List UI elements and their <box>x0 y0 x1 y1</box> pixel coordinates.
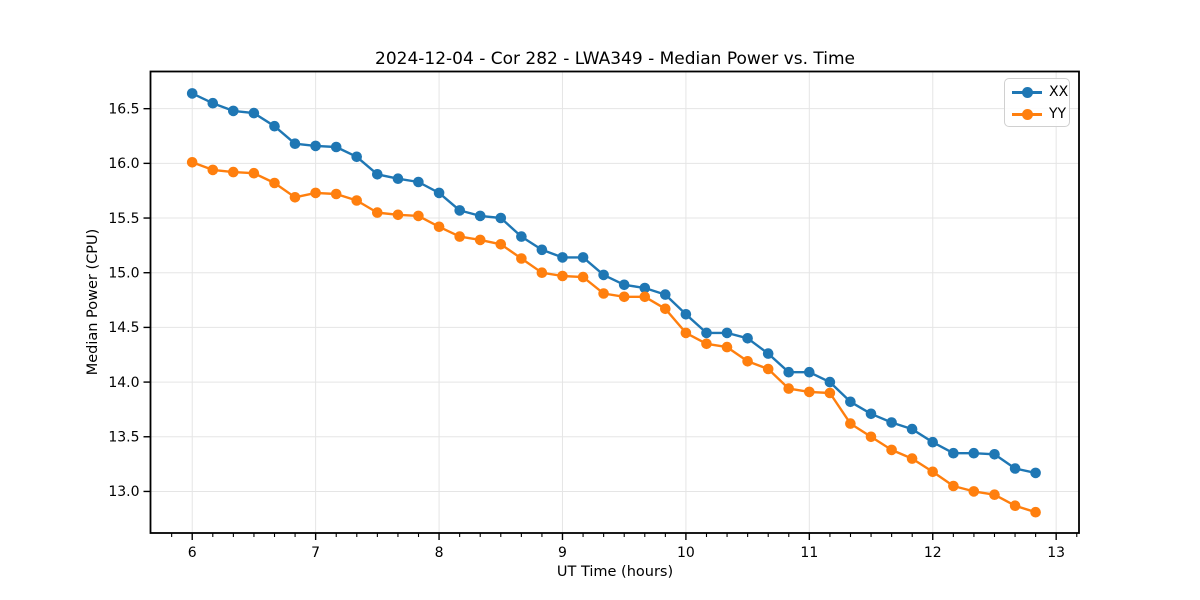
x-axis-label: UT Time (hours) <box>557 564 673 580</box>
xx-marker-icon <box>1022 86 1033 98</box>
svg-text:8: 8 <box>435 545 444 561</box>
svg-text:7: 7 <box>311 545 320 561</box>
yy-marker-icon <box>1022 108 1033 120</box>
svg-text:9: 9 <box>558 545 567 561</box>
svg-text:16.5: 16.5 <box>108 101 139 117</box>
legend-item-xx: XX <box>1012 84 1068 99</box>
svg-text:6: 6 <box>188 545 197 561</box>
axes <box>143 70 1080 540</box>
legend-label-yy: YY <box>1049 105 1067 122</box>
data-series <box>186 88 1041 518</box>
svg-text:13: 13 <box>1047 545 1065 561</box>
svg-text:10: 10 <box>677 545 695 561</box>
svg-text:14.5: 14.5 <box>108 320 139 336</box>
y-axis-label: Median Power (CPU) <box>85 229 101 376</box>
chart-title: 2024-12-04 - Cor 282 - LWA349 - Median P… <box>375 49 855 69</box>
legend: XX YY <box>1004 78 1070 127</box>
legend-label-xx: XX <box>1049 83 1069 100</box>
svg-text:13.0: 13.0 <box>108 484 139 500</box>
svg-text:14.0: 14.0 <box>108 375 139 391</box>
tick-labels: 6 7 8 9 10 11 12 13 13.0 13.5 14.0 14.5 15.0 15.5 16.0… <box>108 101 1065 561</box>
xx-series-swatch-icon <box>1012 86 1042 98</box>
svg-text:15.0: 15.0 <box>108 265 139 281</box>
svg-text:13.5: 13.5 <box>108 430 139 446</box>
legend-item-yy: YY <box>1012 106 1066 121</box>
yy-series-swatch-icon <box>1012 108 1042 120</box>
svg-text:15.5: 15.5 <box>108 211 139 227</box>
svg-text:16.0: 16.0 <box>108 156 139 172</box>
svg-text:12: 12 <box>924 545 942 561</box>
svg-text:11: 11 <box>800 545 818 561</box>
